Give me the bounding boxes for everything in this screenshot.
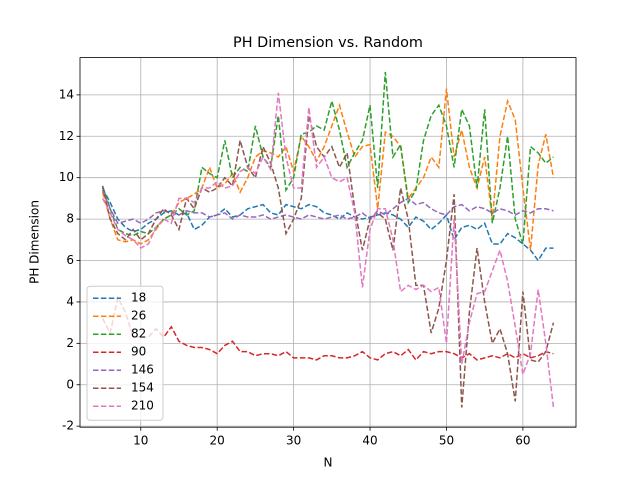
y-tick-label: 0 (66, 377, 74, 391)
x-tick-label: 40 (362, 434, 377, 448)
y-tick-label: 8 (66, 212, 74, 226)
y-tick-label: 6 (66, 253, 74, 267)
y-tick-label: 10 (59, 170, 74, 184)
x-tick-label: 30 (286, 434, 301, 448)
series-line (101, 295, 554, 362)
legend-label: 18 (131, 291, 146, 305)
plot (101, 72, 555, 408)
y-tick-label: -2 (62, 419, 74, 433)
y-axis-label: PH Dimension (28, 200, 42, 284)
x-tick-label: 50 (439, 434, 454, 448)
y-tick-label: 14 (59, 87, 74, 101)
y-tick-label: 4 (66, 294, 74, 308)
series-line (101, 115, 555, 408)
legend-label: 210 (131, 399, 154, 413)
legend-label: 146 (131, 363, 154, 377)
series-line (101, 92, 555, 408)
legend-label: 90 (131, 345, 146, 359)
series-line (101, 187, 554, 262)
axes-frame (79, 57, 577, 428)
legend-label: 82 (131, 327, 146, 341)
chart-title: PH Dimension vs. Random (233, 35, 423, 51)
legend-box (86, 285, 164, 421)
y-tick-label: 12 (59, 129, 74, 143)
x-tick-label: 60 (515, 434, 530, 448)
legend-label: 154 (131, 381, 154, 395)
series-line (101, 72, 554, 245)
series-line (101, 189, 554, 225)
x-tick-label: 20 (210, 434, 225, 448)
x-axis-label: N (324, 456, 333, 470)
x-tick-label: 10 (133, 434, 148, 448)
y-tick-label: 2 (66, 336, 74, 350)
legend-label: 26 (131, 309, 146, 323)
